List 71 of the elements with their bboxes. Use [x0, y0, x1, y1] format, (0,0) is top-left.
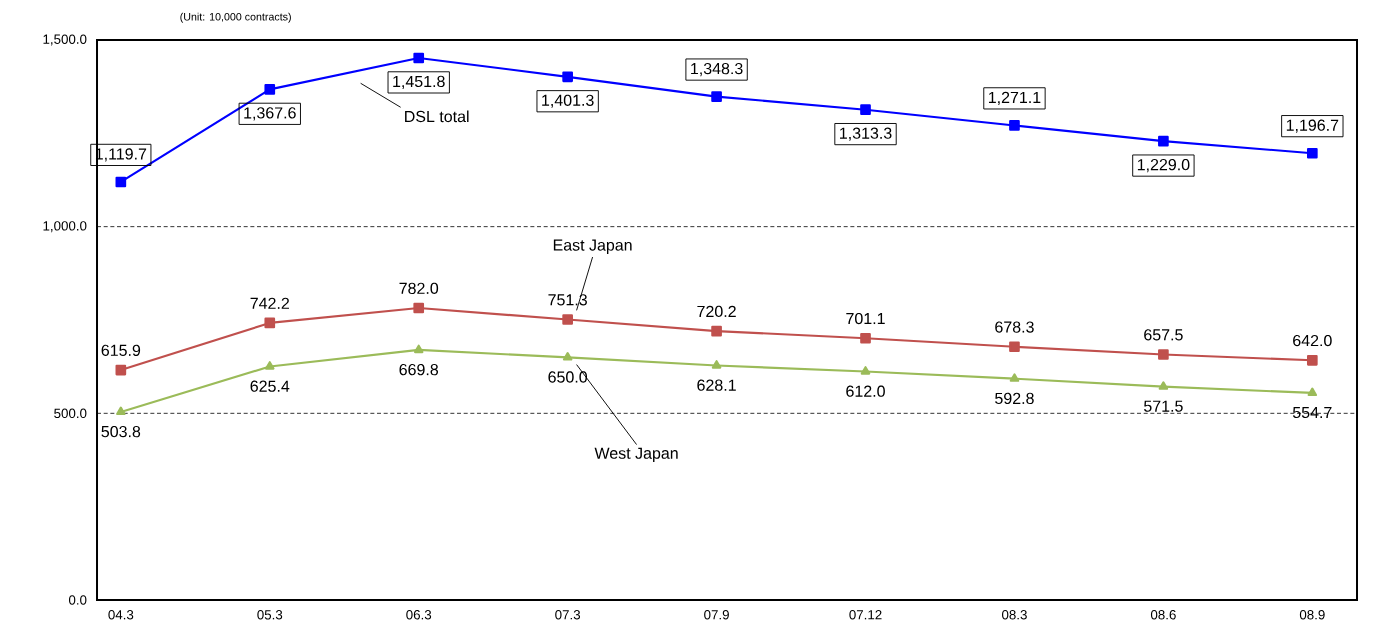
text: West Japan — [594, 447, 678, 463]
x-tick-label: 04.3 — [108, 610, 134, 620]
point — [264, 317, 276, 329]
data-label: 1,271.1 — [988, 91, 1041, 105]
data-label: 628.1 — [697, 379, 736, 391]
point — [711, 360, 722, 369]
point — [711, 325, 722, 337]
data-label: 1,229.0 — [1137, 158, 1190, 173]
x-tick-label: 07.9 — [704, 610, 729, 620]
text: DSL total — [405, 110, 469, 123]
data-label: 612.0 — [846, 385, 885, 397]
point — [1158, 381, 1169, 390]
data-label: 625.4 — [250, 380, 290, 392]
data-label: 1,196.7 — [1286, 119, 1339, 133]
data-label: 1,401.3 — [542, 94, 594, 108]
point — [860, 104, 871, 116]
point — [562, 71, 573, 83]
point — [711, 91, 722, 102]
data-label: 720.2 — [697, 305, 736, 318]
x-tick-label: 07.3 — [555, 610, 581, 620]
x-tick-label: 05.3 — [257, 610, 283, 620]
point — [115, 364, 127, 376]
point — [265, 361, 275, 370]
x-tick-label: 08.9 — [1299, 610, 1325, 620]
data-label: 503.8 — [101, 425, 141, 438]
point — [413, 302, 425, 314]
y-tick-label: 1,500.0 — [43, 34, 87, 46]
data-label: 669.8 — [399, 363, 439, 376]
point — [1009, 341, 1020, 353]
point — [1009, 373, 1020, 382]
point — [413, 52, 425, 64]
x-tick-label: 07.12 — [849, 610, 882, 620]
data-label: 571.5 — [1144, 400, 1183, 412]
data-label: 1,451.8 — [393, 75, 445, 89]
data-label: 1,348.3 — [691, 62, 743, 77]
data-label: 751.3 — [548, 294, 587, 306]
data-label: 615.9 — [101, 344, 141, 356]
point — [115, 176, 127, 188]
point — [1158, 349, 1169, 360]
point — [860, 332, 871, 344]
y-tick-label: 1,000.0 — [43, 221, 87, 233]
data-label: 1,313.3 — [840, 127, 892, 141]
point — [1307, 387, 1318, 397]
point — [1306, 147, 1318, 159]
point — [860, 366, 871, 375]
y-tick-label: 500.0 — [54, 408, 87, 419]
point — [562, 314, 573, 325]
point — [562, 351, 573, 361]
x-tick-label: 06.3 — [406, 610, 432, 620]
x-tick-label: 08.3 — [1002, 610, 1027, 620]
point — [1306, 354, 1318, 366]
data-label: 554.7 — [1292, 406, 1332, 419]
data-label: 642.0 — [1293, 334, 1332, 347]
point — [116, 406, 126, 416]
data-label: 742.2 — [250, 297, 289, 309]
data-label: 701.1 — [846, 312, 885, 325]
text: (Unit: 10,000 contracts) — [180, 12, 291, 23]
x-tick-label: 08.6 — [1150, 610, 1176, 620]
text: East Japan — [553, 239, 632, 254]
data-label: 1,119.7 — [95, 148, 147, 162]
point — [413, 344, 424, 354]
point — [1158, 135, 1169, 147]
y-tick-label: 0.0 — [68, 595, 87, 605]
point — [264, 84, 276, 95]
data-label: 650.0 — [548, 371, 588, 383]
data-label: 592.8 — [995, 392, 1034, 405]
point — [1009, 120, 1020, 131]
data-label: 1,367.6 — [244, 107, 296, 121]
data-label: 678.3 — [995, 321, 1034, 333]
data-label: 782.0 — [399, 282, 439, 294]
data-label: 657.5 — [1144, 329, 1183, 341]
